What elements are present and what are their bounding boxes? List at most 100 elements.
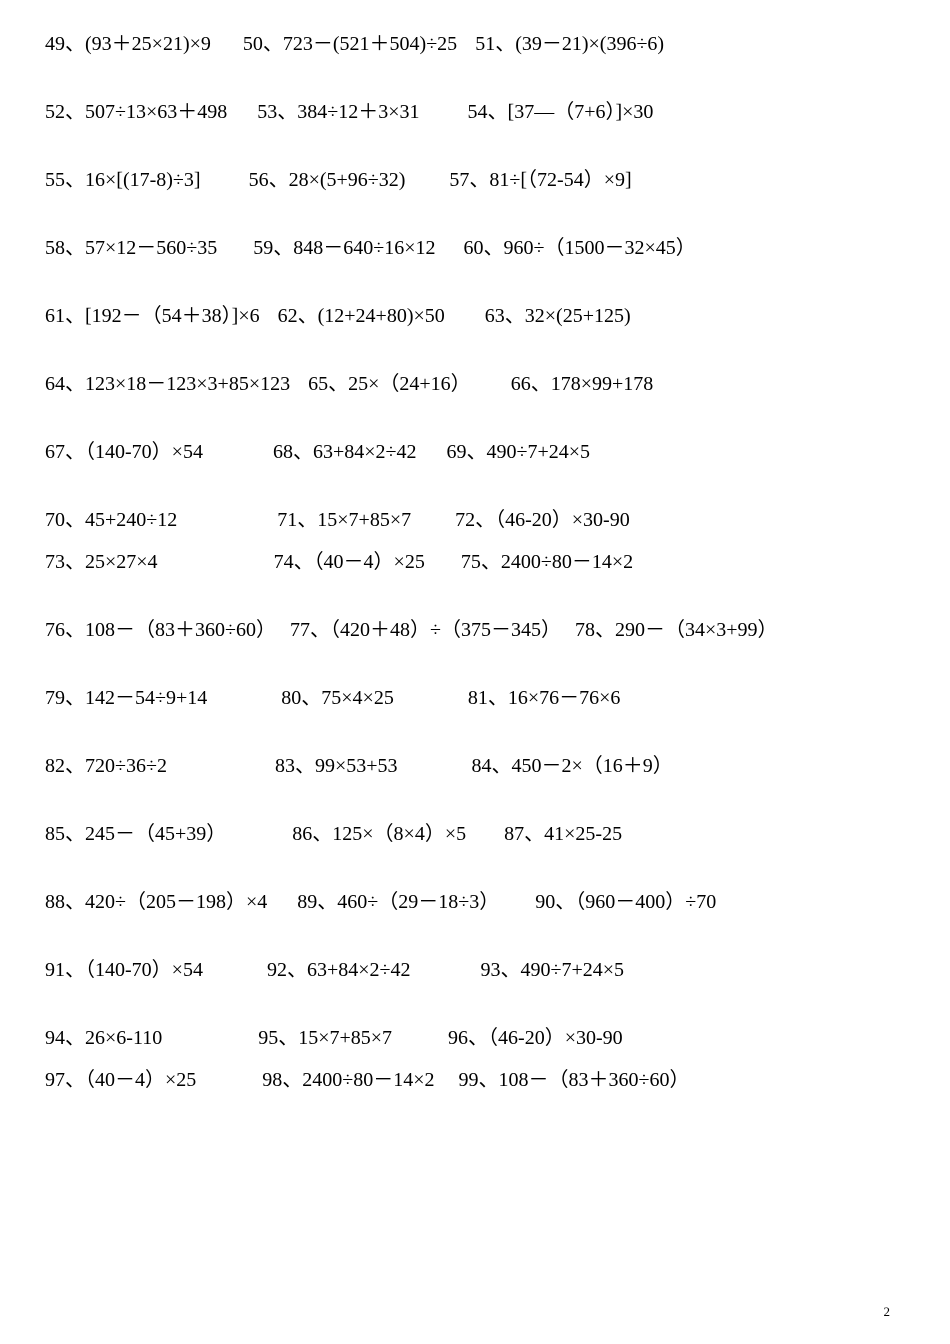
problem-number: 85 bbox=[45, 823, 65, 845]
problem: 82、720÷36÷2 bbox=[45, 752, 167, 780]
problem-separator: 、 bbox=[312, 823, 332, 845]
problem-expression: 507÷13×63＋498 bbox=[85, 101, 227, 123]
problem-number: 79 bbox=[45, 687, 65, 709]
problem-expression: 123×18－123×3+85×123 bbox=[85, 373, 290, 395]
problem-separator: 、 bbox=[531, 373, 551, 395]
problem-number: 94 bbox=[45, 1027, 65, 1049]
problem: 57、81÷[（72-54）×9] bbox=[449, 166, 631, 194]
problem-number: 88 bbox=[45, 891, 65, 913]
problem: 76、108－（83＋360÷60） bbox=[45, 616, 276, 644]
problem-row: 82、720÷36÷2 83、99×53+53 84、450－2×（16＋9） bbox=[45, 752, 910, 780]
problem-number: 83 bbox=[275, 755, 295, 777]
problem-number: 64 bbox=[45, 373, 65, 395]
problem-number: 56 bbox=[249, 169, 269, 191]
problem: 83、99×53+53 bbox=[275, 752, 398, 780]
problem-number: 74 bbox=[274, 551, 294, 573]
problem-number: 59 bbox=[253, 237, 273, 259]
problem-row: 76、108－（83＋360÷60）77、（420＋48）÷（375－345）7… bbox=[45, 616, 910, 644]
problem: 86、125×（8×4）×5 bbox=[292, 820, 466, 848]
problem-row: 91、（140-70）×5492、63+84×2÷4293、490÷7+24×5 bbox=[45, 956, 910, 984]
problem-number: 70 bbox=[45, 509, 65, 531]
problem-number: 54 bbox=[468, 101, 488, 123]
problem-separator: 、 bbox=[492, 755, 512, 777]
problem-expression: 848－640÷16×12 bbox=[293, 237, 435, 259]
problem-separator: 、 bbox=[495, 33, 515, 55]
problem-expression: （46-20）×30-90 bbox=[488, 1027, 623, 1049]
problem-number: 66 bbox=[511, 373, 531, 395]
problem-row: 79、142－54÷9+1480、75×4×2581、16×76－76×6 bbox=[45, 684, 910, 712]
problem-separator: 、 bbox=[263, 33, 283, 55]
problem-number: 61 bbox=[45, 305, 65, 327]
problem: 59、848－640÷16×12 bbox=[253, 234, 435, 262]
problem-expression: 420÷（205－198）×4 bbox=[85, 891, 267, 913]
problem-separator: 、 bbox=[65, 891, 85, 913]
problem-expression: 16×76－76×6 bbox=[508, 687, 621, 709]
problem: 73、25×27×4 bbox=[45, 548, 158, 576]
problem-separator: 、 bbox=[317, 891, 337, 913]
problem-separator: 、 bbox=[310, 619, 330, 641]
problem-separator: 、 bbox=[479, 1069, 499, 1091]
problem-expression: 125×（8×4）×5 bbox=[332, 823, 466, 845]
problem-expression: 384÷12＋3×31 bbox=[297, 101, 419, 123]
problem-separator: 、 bbox=[278, 1027, 298, 1049]
problem: 60、960÷（1500－32×45） bbox=[464, 234, 696, 262]
problem-separator: 、 bbox=[467, 441, 487, 463]
problem: 90、（960－400）÷70 bbox=[535, 888, 716, 916]
problem-row: 67、（140-70）×5468、63+84×2÷4269、490÷7+24×5 bbox=[45, 438, 910, 466]
problem-number: 63 bbox=[485, 305, 505, 327]
problem-row: 97、（40－4）×2598、2400÷80－14×299、108－（83＋36… bbox=[45, 1066, 910, 1094]
problem-separator: 、 bbox=[475, 509, 495, 531]
problem-expression: 2400÷80－14×2 bbox=[501, 551, 633, 573]
problem-row: 55、16×[(17-8)÷3]56、28×(5+96÷32)57、81÷[（7… bbox=[45, 166, 910, 194]
problem: 64、123×18－123×3+85×123 bbox=[45, 370, 290, 398]
problem: 84、450－2×（16＋9） bbox=[472, 752, 673, 780]
problem-number: 78 bbox=[575, 619, 595, 641]
problem-expression: 178×99+178 bbox=[551, 373, 654, 395]
problem-expression: [192－（54＋38）]×6 bbox=[85, 305, 260, 327]
problem-row: 73、25×27×474、（40－4）×2575、2400÷80－14×2 bbox=[45, 548, 910, 576]
problem-expression: （40－4）×25 bbox=[85, 1069, 196, 1091]
problem: 52、507÷13×63＋498 bbox=[45, 98, 227, 126]
problem-expression: (12+24+80)×50 bbox=[318, 305, 445, 327]
problem-number: 95 bbox=[258, 1027, 278, 1049]
problem-separator: 、 bbox=[297, 509, 317, 531]
problem-number: 81 bbox=[468, 687, 488, 709]
problem-expression: 450－2×（16＋9） bbox=[512, 755, 673, 777]
problem-expression: （140-70）×54 bbox=[85, 959, 203, 981]
problem-separator: 、 bbox=[501, 959, 521, 981]
problem: 63、32×(25+125) bbox=[485, 302, 631, 330]
problem: 72、（46-20）×30-90 bbox=[455, 506, 630, 534]
problem-number: 91 bbox=[45, 959, 65, 981]
problem-row: 94、26×6-11095、15×7+85×796、（46-20）×30-90 bbox=[45, 1024, 910, 1052]
problem: 54、[37—（7+6）]×30 bbox=[468, 98, 654, 126]
problem-number: 65 bbox=[308, 373, 328, 395]
problem: 81、16×76－76×6 bbox=[468, 684, 621, 712]
problem-expression: 245－（45+39） bbox=[85, 823, 226, 845]
problem-separator: 、 bbox=[269, 169, 289, 191]
problem-number: 69 bbox=[447, 441, 467, 463]
problem-separator: 、 bbox=[295, 755, 315, 777]
problem-number: 93 bbox=[481, 959, 501, 981]
problem-separator: 、 bbox=[65, 755, 85, 777]
problem: 49、(93＋25×21)×9 bbox=[45, 30, 211, 58]
problem: 67、（140-70）×54 bbox=[45, 438, 203, 466]
problem-expression: 63+84×2÷42 bbox=[313, 441, 417, 463]
problem-row: 85、245－（45+39）86、125×（8×4）×587、41×25-25 bbox=[45, 820, 910, 848]
problem-separator: 、 bbox=[65, 509, 85, 531]
problem-expression: 490÷7+24×5 bbox=[487, 441, 591, 463]
problem-expression: 15×7+85×7 bbox=[317, 509, 411, 531]
problem-number: 82 bbox=[45, 755, 65, 777]
problem-number: 97 bbox=[45, 1069, 65, 1091]
problem-row: 64、123×18－123×3+85×12365、25×（24+16）66、17… bbox=[45, 370, 910, 398]
problem: 69、490÷7+24×5 bbox=[447, 438, 591, 466]
problem-expression: 26×6-110 bbox=[85, 1027, 162, 1049]
problem: 75、2400÷80－14×2 bbox=[461, 548, 633, 576]
problem-separator: 、 bbox=[273, 237, 293, 259]
problem-separator: 、 bbox=[65, 169, 85, 191]
problem-expression: 75×4×25 bbox=[321, 687, 394, 709]
problem-number: 50 bbox=[243, 33, 263, 55]
problem-separator: 、 bbox=[488, 101, 508, 123]
problem-expression: 32×(25+125) bbox=[525, 305, 631, 327]
problem-separator: 、 bbox=[287, 959, 307, 981]
problem-separator: 、 bbox=[481, 551, 501, 573]
